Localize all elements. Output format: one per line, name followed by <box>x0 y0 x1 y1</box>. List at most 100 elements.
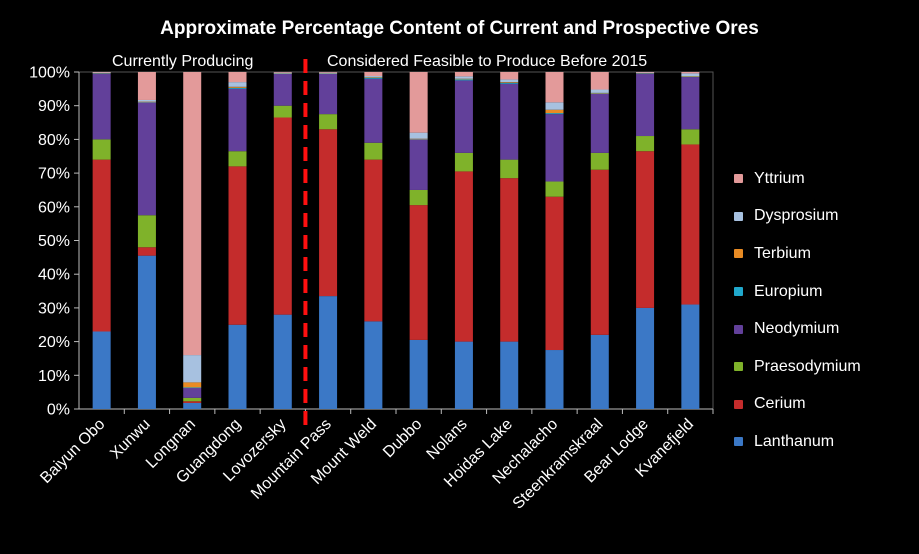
bar-praesodymium-bear-lodge <box>636 136 655 152</box>
bar-lanthanum-dubbo <box>409 339 428 409</box>
bar-neodymium-guangdong <box>228 88 247 152</box>
bar-lanthanum-steenkramskraal <box>590 334 609 409</box>
bar-terbium-nechalacho <box>545 109 564 114</box>
bar-terbium-mount-weld <box>364 77 383 78</box>
chart-legend: Yttrium Dysprosium Terbium Europium Neodymiu… <box>734 160 861 461</box>
bar-europium-mount-weld <box>364 77 383 79</box>
y-tick-label: 100% <box>29 65 70 82</box>
bar-neodymium-nolans <box>454 80 473 153</box>
bar-praesodymium-xunwu <box>137 215 156 248</box>
legend-swatch <box>734 399 743 409</box>
bar-yttrium-hoidas-lake <box>500 72 519 80</box>
legend-label: Cerium <box>754 395 806 413</box>
bar-cerium-guangdong <box>228 166 247 325</box>
y-tick-label: 40% <box>38 267 70 284</box>
bar-praesodymium-longnan <box>183 397 202 402</box>
bar-neodymium-steenkramskraal <box>590 93 609 153</box>
legend-label: Dysprosium <box>754 207 839 225</box>
legend-item-cerium: Cerium <box>734 386 861 424</box>
chart-title: Approximate Percentage Content of Curren… <box>160 18 759 39</box>
feasible-before-2015-label: Considered Feasible to Produce Before 20… <box>327 53 648 70</box>
bar-cerium-bear-lodge <box>636 151 655 308</box>
y-tick-label: 80% <box>38 132 70 149</box>
legend-swatch <box>734 174 743 184</box>
y-tick-label: 30% <box>38 300 70 317</box>
bar-europium-lovozersky <box>273 73 292 74</box>
bar-praesodymium-nechalacho <box>545 181 564 197</box>
bar-cerium-hoidas-lake <box>500 178 519 342</box>
bar-lanthanum-mount-weld <box>364 321 383 409</box>
bar-yttrium-mountain-pass <box>319 72 338 73</box>
bar-yttrium-baiyun-obo <box>92 72 111 73</box>
bar-lanthanum-lovozersky <box>273 314 292 409</box>
bar-yttrium-longnan <box>183 72 202 356</box>
bar-praesodymium-guangdong <box>228 151 247 167</box>
bar-dysprosium-longnan <box>183 355 202 383</box>
bar-neodymium-nechalacho <box>545 114 564 182</box>
currently-producing-label: Currently Producing <box>112 53 254 70</box>
bar-lanthanum-longnan <box>183 402 202 409</box>
legend-item-dysprosium: Dysprosium <box>734 198 861 236</box>
bar-dysprosium-guangdong <box>228 82 247 87</box>
bar-europium-dubbo <box>409 139 428 140</box>
legend-swatch <box>734 249 743 259</box>
bar-terbium-bear-lodge <box>636 72 655 74</box>
y-tick-label: 90% <box>38 98 70 115</box>
bar-terbium-baiyun-obo <box>92 72 111 74</box>
bar-dysprosium-mount-weld <box>364 76 383 78</box>
legend-item-lanthanum: Lanthanum <box>734 423 861 461</box>
legend-label: Terbium <box>754 244 811 262</box>
bar-lanthanum-nolans <box>454 341 473 409</box>
bar-neodymium-hoidas-lake <box>500 83 519 160</box>
bar-yttrium-bear-lodge <box>636 72 655 73</box>
legend-item-europium: Europium <box>734 273 861 311</box>
bar-lanthanum-mountain-pass <box>319 296 338 409</box>
bar-yttrium-guangdong <box>228 72 247 83</box>
bar-neodymium-kvanefjeld <box>681 77 700 130</box>
bar-europium-nechalacho <box>545 113 564 115</box>
bar-praesodymium-mountain-pass <box>319 114 338 130</box>
bar-dysprosium-lovozersky <box>273 72 292 74</box>
bar-neodymium-longnan <box>183 387 202 398</box>
bar-praesodymium-baiyun-obo <box>92 139 111 160</box>
legend-swatch <box>734 362 743 372</box>
y-tick-label: 0% <box>47 402 70 419</box>
legend-label: Europium <box>754 282 823 300</box>
legend-label: Lanthanum <box>754 432 835 450</box>
bar-terbium-kvanefjeld <box>681 76 700 77</box>
plot-area <box>78 71 714 410</box>
bar-europium-mountain-pass <box>319 73 338 74</box>
legend-label: Yttrium <box>754 169 805 187</box>
bar-cerium-dubbo <box>409 205 428 340</box>
bar-dysprosium-nolans <box>454 76 473 79</box>
bar-cerium-longnan <box>183 401 202 403</box>
bar-yttrium-dubbo <box>409 72 428 133</box>
bar-cerium-nolans <box>454 171 473 342</box>
y-tick-label: 50% <box>38 233 70 250</box>
legend-swatch <box>734 287 743 297</box>
bar-lanthanum-nechalacho <box>545 350 564 409</box>
bar-europium-baiyun-obo <box>92 73 111 74</box>
y-tick-label: 60% <box>38 199 70 216</box>
bar-neodymium-dubbo <box>409 139 428 190</box>
bar-praesodymium-hoidas-lake <box>500 159 519 179</box>
y-tick-label: 20% <box>38 334 70 351</box>
bar-neodymium-baiyun-obo <box>92 73 111 140</box>
y-tick-label: 70% <box>38 166 70 183</box>
bar-praesodymium-mount-weld <box>364 142 383 160</box>
legend-item-praesodymium: Praesodymium <box>734 348 861 386</box>
bar-praesodymium-kvanefjeld <box>681 129 700 145</box>
bar-dysprosium-steenkramskraal <box>590 89 609 93</box>
bar-terbium-hoidas-lake <box>500 82 519 83</box>
bar-praesodymium-lovozersky <box>273 105 292 118</box>
bar-yttrium-nolans <box>454 72 473 77</box>
bar-dysprosium-xunwu <box>137 99 156 102</box>
legend-swatch <box>734 437 743 447</box>
x-tick-label: Mountain Pass <box>248 416 335 503</box>
bar-europium-kvanefjeld <box>681 76 700 78</box>
bar-terbium-mountain-pass <box>319 73 338 74</box>
bar-lanthanum-bear-lodge <box>636 307 655 409</box>
bar-cerium-mountain-pass <box>319 129 338 297</box>
bar-europium-xunwu <box>137 101 156 103</box>
